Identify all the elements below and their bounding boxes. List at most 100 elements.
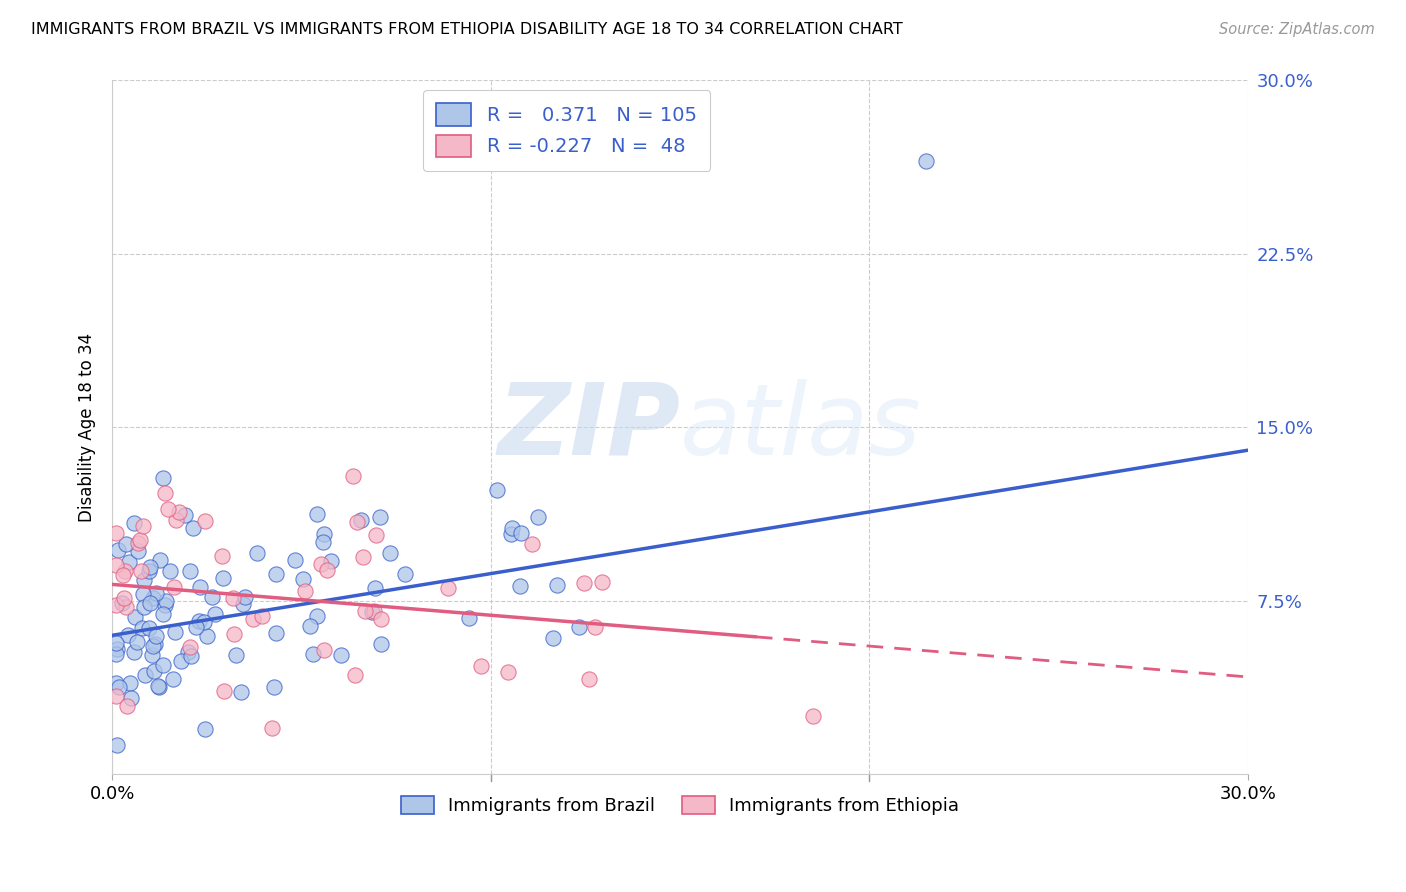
Point — [105, 636, 128, 650]
Point — [143, 637, 166, 651]
Point — [496, 665, 519, 679]
Point — [316, 563, 339, 577]
Point — [305, 609, 328, 624]
Point — [145, 629, 167, 643]
Point — [115, 599, 138, 614]
Point — [501, 521, 523, 535]
Point — [129, 564, 152, 578]
Point — [127, 543, 149, 558]
Point — [232, 597, 254, 611]
Point — [132, 519, 155, 533]
Point — [120, 676, 142, 690]
Point — [578, 672, 600, 686]
Point — [188, 580, 211, 594]
Point — [527, 509, 550, 524]
Point — [319, 554, 342, 568]
Point — [211, 549, 233, 563]
Point — [342, 469, 364, 483]
Point — [145, 585, 167, 599]
Point — [108, 680, 131, 694]
Point — [155, 594, 177, 608]
Point — [114, 537, 136, 551]
Point — [343, 668, 366, 682]
Point — [246, 546, 269, 560]
Point — [260, 722, 283, 736]
Point — [346, 516, 368, 530]
Point — [264, 567, 287, 582]
Y-axis label: Disability Age 18 to 34: Disability Age 18 to 34 — [79, 333, 96, 522]
Point — [363, 582, 385, 596]
Point — [142, 591, 165, 606]
Point — [162, 581, 184, 595]
Point — [509, 579, 531, 593]
Point — [250, 608, 273, 623]
Point — [225, 648, 247, 662]
Point — [120, 690, 142, 705]
Point — [302, 648, 325, 662]
Point — [298, 618, 321, 632]
Point — [499, 527, 522, 541]
Point — [153, 599, 176, 613]
Point — [131, 621, 153, 635]
Point — [179, 640, 201, 654]
Point — [152, 607, 174, 622]
Point — [314, 526, 336, 541]
Point — [105, 648, 128, 662]
Point — [212, 571, 235, 585]
Point — [105, 558, 128, 573]
Point — [138, 621, 160, 635]
Point — [194, 722, 217, 736]
Point — [458, 610, 481, 624]
Point — [364, 527, 387, 541]
Point — [163, 624, 186, 639]
Point — [105, 526, 128, 541]
Point — [127, 635, 149, 649]
Point — [122, 516, 145, 530]
Text: atlas: atlas — [681, 378, 922, 475]
Point — [148, 679, 170, 693]
Point — [170, 654, 193, 668]
Point — [222, 591, 245, 605]
Point — [361, 605, 384, 619]
Point — [105, 738, 128, 752]
Point — [107, 542, 129, 557]
Point — [115, 698, 138, 713]
Point — [470, 658, 492, 673]
Point — [132, 587, 155, 601]
Point — [193, 615, 215, 629]
Point — [572, 575, 595, 590]
Point — [165, 514, 187, 528]
Point — [222, 627, 245, 641]
Point — [485, 483, 508, 497]
Point — [229, 685, 252, 699]
Point — [370, 637, 392, 651]
Point — [148, 680, 170, 694]
Point — [155, 486, 177, 500]
Point — [105, 641, 128, 656]
Point — [174, 508, 197, 523]
Point — [117, 556, 139, 570]
Point — [179, 565, 201, 579]
Point — [546, 578, 568, 592]
Point — [583, 620, 606, 634]
Point — [176, 645, 198, 659]
Text: ZIP: ZIP — [498, 378, 681, 475]
Point — [159, 564, 181, 578]
Point — [138, 564, 160, 578]
Point — [264, 625, 287, 640]
Point — [311, 557, 333, 571]
Point — [353, 604, 375, 618]
Point — [305, 507, 328, 521]
Point — [105, 689, 128, 703]
Point — [134, 668, 156, 682]
Point — [187, 615, 209, 629]
Point — [568, 620, 591, 634]
Legend: Immigrants from Brazil, Immigrants from Ethiopia: Immigrants from Brazil, Immigrants from … — [392, 787, 969, 824]
Point — [312, 534, 335, 549]
Point — [132, 574, 155, 588]
Point — [292, 572, 315, 586]
Point — [329, 648, 352, 662]
Point — [138, 596, 160, 610]
Point — [394, 566, 416, 581]
Point — [284, 553, 307, 567]
